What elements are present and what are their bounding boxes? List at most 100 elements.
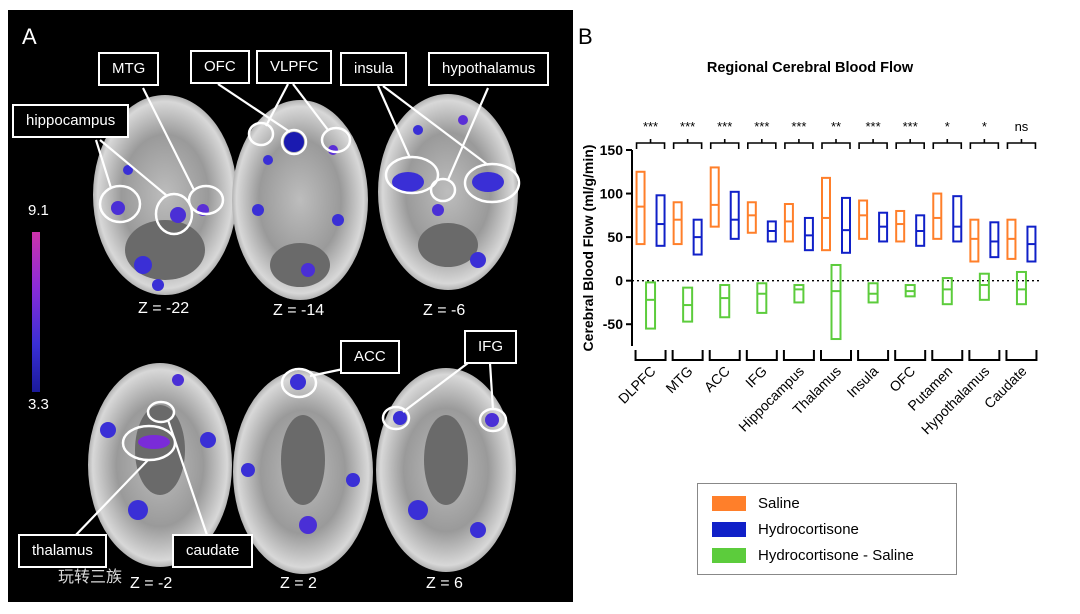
significance-label: *** xyxy=(791,119,806,134)
slice-z-minus-6 xyxy=(378,94,518,290)
x-tick-label: DLPFC xyxy=(615,363,659,407)
slice-label: Z = -2 xyxy=(130,575,173,592)
chart-legend: Saline Hydrocortisone Hydrocortisone - S… xyxy=(697,483,957,575)
pointer-lines xyxy=(72,83,495,539)
range-bar-0 xyxy=(672,201,683,246)
significance-bracket xyxy=(932,142,963,149)
category-bracket xyxy=(671,350,704,361)
legend-label: Saline xyxy=(758,495,800,512)
range-bar-2 xyxy=(941,277,953,306)
y-tick-label: -50 xyxy=(603,316,623,332)
significance-bracket xyxy=(709,142,740,149)
colorbar-min-label: 3.3 xyxy=(28,396,49,413)
x-tick-label: IFG xyxy=(742,363,770,391)
range-bar-1 xyxy=(803,216,814,252)
category-bracket xyxy=(708,350,741,361)
region-label: VLPFC xyxy=(256,50,333,84)
y-tick-label: 100 xyxy=(600,186,624,202)
range-bar-1 xyxy=(841,196,851,254)
panel-a-brain-maps: A 9.1 3.3 Z = -22 Z = -14 Z = -6 Z = -2 … xyxy=(8,10,573,602)
brain-slices-svg xyxy=(32,83,521,574)
legend-label: Hydrocortisone - Saline xyxy=(758,547,914,564)
category-bracket xyxy=(1005,350,1038,361)
region-circles xyxy=(98,121,521,462)
range-bar-0 xyxy=(858,199,869,240)
legend-label: Hydrocortisone xyxy=(758,521,859,538)
legend-swatch xyxy=(712,522,746,537)
significance-label: *** xyxy=(717,119,732,134)
slice-label: Z = 6 xyxy=(426,575,463,592)
category-bracket xyxy=(857,350,890,361)
significance-bracket xyxy=(895,142,925,149)
region-label: MTG xyxy=(98,52,160,86)
slice-z-2 xyxy=(233,370,373,574)
range-bar-0 xyxy=(709,166,720,228)
y-axis-label: Cerebral Blood Flow (ml/g/min) xyxy=(580,145,596,352)
significance-label: *** xyxy=(680,119,695,134)
slice-z-minus-14 xyxy=(232,100,368,300)
significance-bracket xyxy=(969,142,1000,149)
slice-label: Z = -14 xyxy=(273,302,325,319)
significance-label: * xyxy=(982,119,987,134)
range-bar-0 xyxy=(895,209,906,243)
x-tick-label: MTG xyxy=(662,363,695,396)
colorbar-max-label: 9.1 xyxy=(28,202,49,219)
category-bracket xyxy=(634,350,667,361)
range-bar-1 xyxy=(952,195,963,243)
significance-bracket xyxy=(821,142,851,149)
x-tick-label: OFC xyxy=(886,363,918,395)
range-bar-1 xyxy=(989,221,1000,259)
category-bracket xyxy=(894,350,927,361)
category-bracket xyxy=(782,350,815,361)
region-label: hippocampus xyxy=(12,104,130,138)
significance-bracket xyxy=(672,142,703,149)
legend-swatch xyxy=(712,496,746,511)
region-label: ACC xyxy=(340,340,400,374)
significance-bracket xyxy=(858,142,888,149)
slice-label: Z = -22 xyxy=(138,300,190,317)
range-bar-2 xyxy=(645,281,657,330)
region-label: caudate xyxy=(172,534,254,568)
region-label: insula xyxy=(340,52,408,86)
category-bracket xyxy=(931,350,964,361)
panel-b-letter: B xyxy=(578,24,593,49)
slice-z-minus-2 xyxy=(88,363,232,567)
region-label: hypothalamus xyxy=(428,52,550,86)
x-tick-label: ACC xyxy=(701,363,733,395)
x-tick-label: Insula xyxy=(843,363,881,401)
significance-label: ns xyxy=(1015,119,1029,134)
panel-a-letter: A xyxy=(22,24,37,49)
category-bracket xyxy=(745,350,778,361)
range-bar-1 xyxy=(729,190,740,240)
slice-label: Z = 2 xyxy=(280,575,317,592)
chart-title: Regional Cerebral Blood Flow xyxy=(707,60,914,76)
category-bracket xyxy=(820,350,852,361)
significance-label: ** xyxy=(831,119,841,134)
range-bar-2 xyxy=(1015,270,1027,306)
significance-bracket xyxy=(784,142,814,149)
significance-bracket xyxy=(1006,142,1037,149)
range-bar-0 xyxy=(969,218,980,263)
range-bar-0 xyxy=(746,201,757,234)
y-tick-label: 0 xyxy=(615,273,623,289)
significance-bracket xyxy=(747,142,777,149)
range-bar-0 xyxy=(783,203,794,243)
range-bar-0 xyxy=(635,170,646,246)
region-label: IFG xyxy=(464,330,517,364)
legend-swatch xyxy=(712,548,746,563)
region-label: thalamus xyxy=(18,534,107,568)
range-bar-2 xyxy=(793,284,805,304)
colorbar xyxy=(32,232,40,392)
watermark-text: 玩转三族 xyxy=(58,569,123,586)
range-bar-2 xyxy=(830,263,842,341)
significance-label: *** xyxy=(865,119,880,134)
slice-label: Z = -6 xyxy=(423,302,466,319)
significance-label: * xyxy=(945,119,950,134)
slice-z-6 xyxy=(376,368,516,572)
y-tick-label: 150 xyxy=(600,142,624,158)
range-bar-2 xyxy=(756,282,768,314)
cbf-chart-svg: Regional Cerebral Blood Flow Cerebral Blo… xyxy=(580,60,1040,437)
range-bar-2 xyxy=(719,284,731,319)
significance-label: *** xyxy=(643,119,658,134)
significance-label: *** xyxy=(754,119,769,134)
